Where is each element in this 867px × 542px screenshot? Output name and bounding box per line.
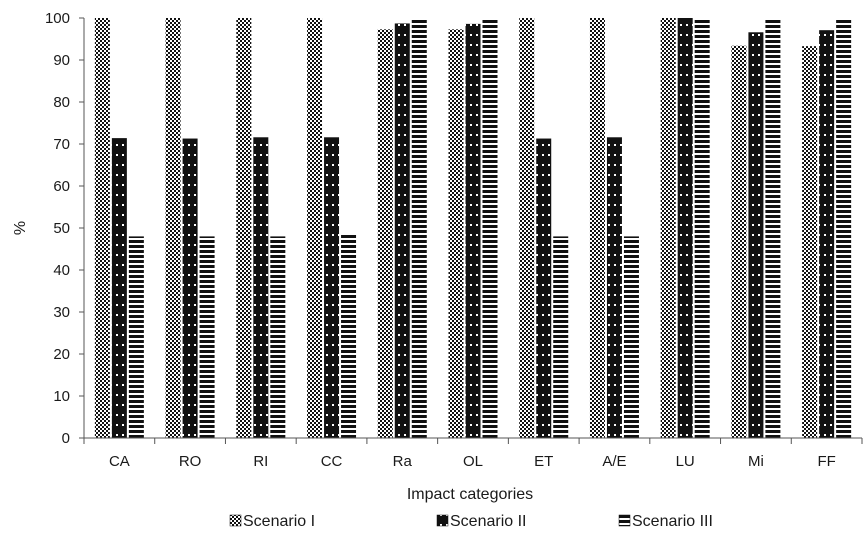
bars-group	[94, 18, 852, 439]
legend-label-scenario-iii: Scenario III	[632, 513, 713, 530]
bar-scenario-iii-ra	[411, 18, 427, 438]
bar-scenario-i-a-e	[589, 18, 605, 438]
bar-scenario-iii-ol	[482, 18, 498, 438]
x-tick-label: Mi	[748, 453, 764, 470]
bar-scenario-iii-lu	[694, 18, 710, 438]
legend-swatch-scenario-ii	[436, 514, 449, 527]
bar-scenario-ii-ra	[394, 23, 410, 439]
y-tick-label: 20	[53, 346, 70, 363]
bar-scenario-iii-ca	[128, 236, 144, 438]
bar-scenario-ii-ro	[182, 138, 198, 439]
y-tick-label: 70	[53, 136, 70, 153]
bar-scenario-i-et	[519, 18, 535, 438]
x-tick-label: RI	[253, 453, 268, 470]
bar-scenario-i-cc	[307, 18, 323, 438]
y-axis-title: %	[12, 221, 29, 235]
x-tick-label: OL	[463, 453, 483, 470]
x-tick-label: RO	[179, 453, 202, 470]
bar-scenario-i-mi	[731, 45, 747, 438]
y-ticks-group: 0 10 20 30 40 50 60 70 80 90 100	[45, 10, 84, 447]
bar-scenario-iii-ri	[270, 236, 286, 438]
y-tick-label: 90	[53, 52, 70, 69]
bar-scenario-i-ri	[236, 18, 252, 438]
bar-scenario-i-ra	[377, 29, 393, 439]
x-tick-label: Ra	[393, 453, 413, 470]
bar-scenario-i-ol	[448, 29, 464, 439]
legend-label-scenario-ii: Scenario II	[450, 513, 526, 530]
y-tick-label: 80	[53, 94, 70, 111]
y-tick-label: 10	[53, 388, 70, 405]
y-tick-label: 100	[45, 10, 70, 27]
bar-scenario-ii-ca	[111, 138, 127, 438]
y-tick-label: 30	[53, 304, 70, 321]
x-tick-label: CC	[321, 453, 343, 470]
x-tick-label: ET	[534, 453, 553, 470]
bar-scenario-ii-et	[536, 138, 552, 439]
bar-scenario-iii-a-e	[623, 236, 639, 438]
bar-scenario-ii-a-e	[606, 137, 622, 438]
bar-scenario-i-ro	[165, 18, 181, 438]
x-axis-title: Impact categories	[407, 486, 533, 503]
legend: Scenario I Scenario II Scenario III	[229, 513, 713, 530]
legend-swatch-scenario-i	[229, 514, 242, 527]
bar-scenario-iii-mi	[765, 18, 781, 438]
x-tick-label: LU	[676, 453, 695, 470]
bar-scenario-i-lu	[660, 18, 676, 438]
bar-scenario-iii-et	[553, 236, 569, 438]
bar-scenario-ii-ol	[465, 23, 481, 438]
y-tick-label: 50	[53, 220, 70, 237]
legend-swatch-scenario-iii	[618, 514, 631, 527]
legend-label-scenario-i: Scenario I	[243, 513, 315, 530]
x-tick-label: CA	[109, 453, 130, 470]
bar-scenario-ii-mi	[748, 32, 764, 438]
bar-scenario-iii-ff	[836, 18, 852, 438]
y-tick-label: 40	[53, 262, 70, 279]
x-tick-label: A/E	[602, 453, 626, 470]
bar-scenario-ii-ff	[819, 30, 835, 439]
x-ticks-group: CA RO RI CC Ra OL ET A/E LU Mi FF	[83, 438, 863, 470]
y-tick-label: 60	[53, 178, 70, 195]
bar-scenario-i-ff	[802, 46, 818, 438]
bar-scenario-i-ca	[94, 18, 110, 438]
bar-scenario-iii-ro	[199, 236, 215, 438]
bar-scenario-iii-cc	[341, 233, 357, 438]
x-tick-label: FF	[817, 453, 835, 470]
bar-scenario-ii-ri	[253, 137, 269, 438]
y-tick-label: 0	[62, 430, 70, 447]
bar-scenario-ii-lu	[677, 18, 693, 438]
bar-scenario-ii-cc	[324, 137, 340, 438]
